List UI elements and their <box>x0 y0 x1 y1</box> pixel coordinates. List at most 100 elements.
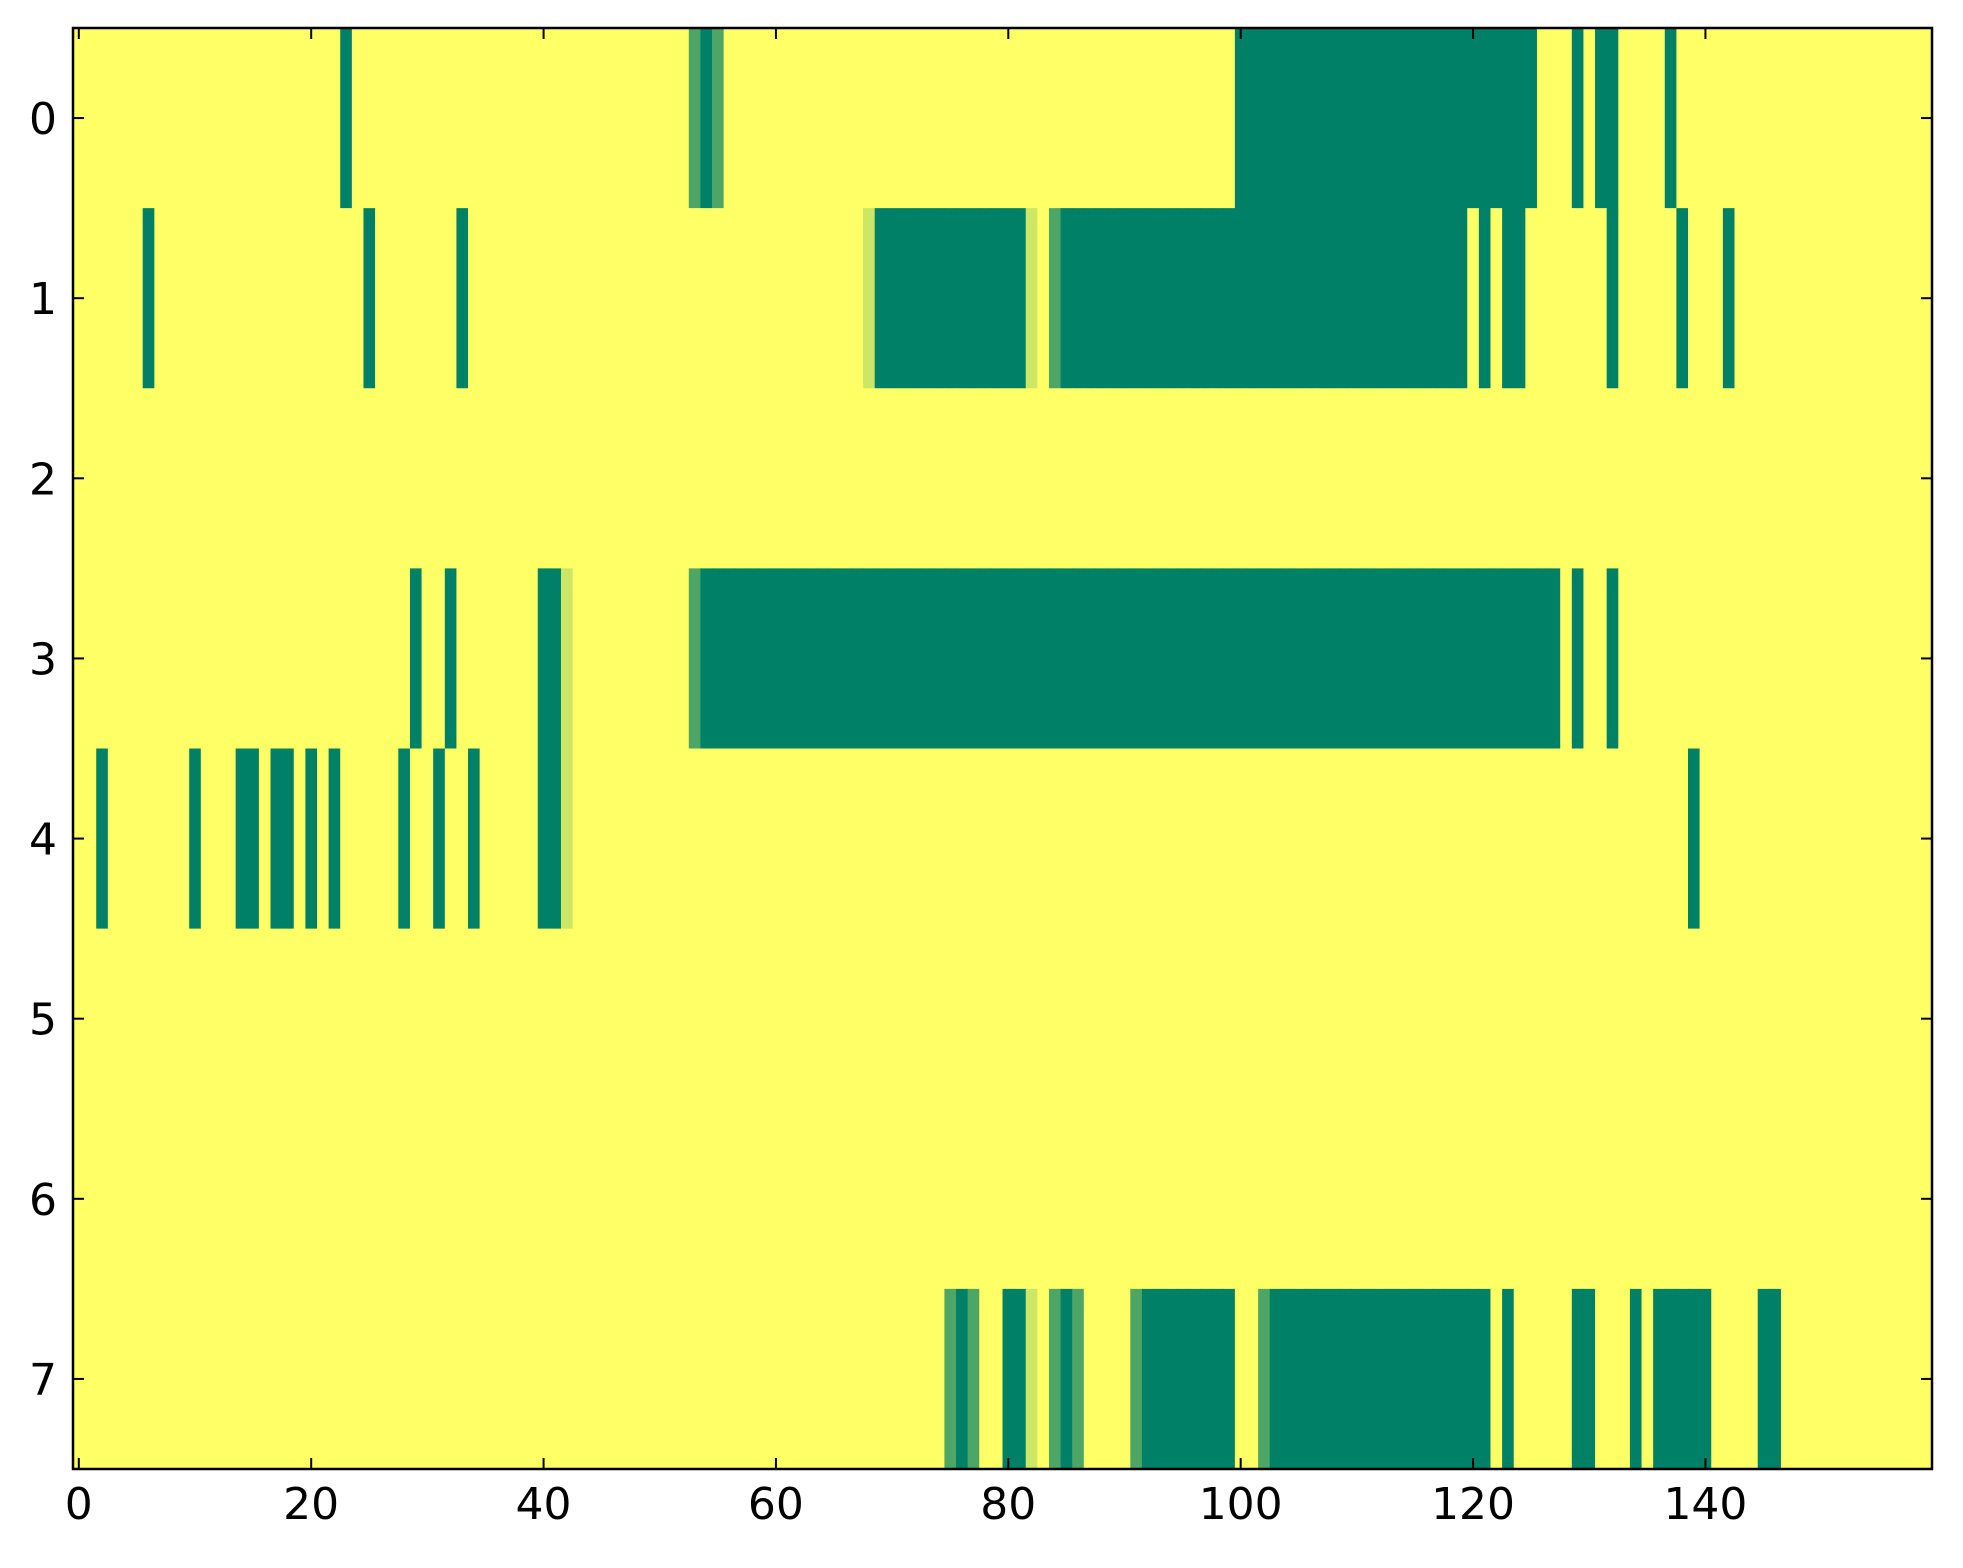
heatmap-cell <box>1513 28 1526 209</box>
heatmap-cell <box>1629 208 1643 389</box>
heatmap-cell <box>1746 928 1759 1110</box>
heatmap-cell <box>247 28 260 209</box>
heatmap-cell <box>1606 1288 1619 1470</box>
heatmap-cell <box>1409 388 1422 569</box>
heatmap-cell <box>1304 1288 1317 1470</box>
heatmap-cell <box>1850 928 1863 1110</box>
heatmap-cell <box>1304 1108 1317 1290</box>
heatmap-cell <box>665 928 678 1110</box>
heatmap-cell <box>351 928 365 1110</box>
heatmap-cell <box>247 928 260 1110</box>
heatmap-cell <box>200 928 214 1110</box>
heatmap-cell <box>1292 928 1306 1110</box>
heatmap-cell <box>293 28 306 209</box>
heatmap-cell <box>1792 1108 1805 1290</box>
heatmap-cell <box>839 28 853 209</box>
heatmap-cell <box>839 388 853 569</box>
heatmap-cell <box>1780 748 1794 930</box>
heatmap-cell <box>700 388 713 569</box>
heatmap-cell <box>1095 748 1108 930</box>
heatmap-cell <box>1560 748 1573 930</box>
y-tick-label: 0 <box>29 94 57 145</box>
heatmap-cell <box>1525 208 1538 389</box>
heatmap-cell <box>1455 1288 1468 1470</box>
heatmap-cell <box>1025 388 1038 569</box>
heatmap-cell <box>119 1108 132 1290</box>
heatmap-cell <box>1130 748 1143 930</box>
heatmap-cell <box>712 208 725 389</box>
heatmap-cell <box>84 28 97 209</box>
heatmap-cell <box>1176 388 1189 569</box>
heatmap-cell <box>444 568 458 750</box>
heatmap-cell <box>1478 28 1492 209</box>
heatmap-cell <box>1664 208 1677 389</box>
heatmap-cell <box>189 388 202 569</box>
heatmap-cell <box>1839 1108 1852 1290</box>
heatmap-cell <box>874 388 887 569</box>
heatmap-cell <box>119 928 132 1110</box>
heatmap-cell <box>1513 568 1526 750</box>
heatmap-cell <box>1432 28 1445 209</box>
heatmap-cell <box>1455 748 1468 930</box>
heatmap-cell <box>921 748 934 930</box>
heatmap-cell <box>781 748 794 930</box>
heatmap-cell <box>688 1288 702 1470</box>
heatmap-cell <box>1281 568 1294 750</box>
heatmap-cell <box>409 28 423 209</box>
heatmap-cell <box>886 208 899 389</box>
heatmap-cell <box>956 388 969 569</box>
heatmap-cell <box>712 28 725 209</box>
heatmap-cell <box>1281 28 1294 209</box>
heatmap-cell <box>746 928 760 1110</box>
heatmap-cell <box>1176 748 1189 930</box>
heatmap-cell <box>1664 388 1677 569</box>
heatmap-cell <box>456 748 469 930</box>
heatmap-cell <box>1002 1288 1015 1470</box>
heatmap-cell <box>770 568 783 750</box>
heatmap-cell <box>1897 568 1910 750</box>
heatmap-cell <box>1014 208 1027 389</box>
heatmap-cell <box>1618 388 1631 569</box>
heatmap-cell <box>502 748 516 930</box>
heatmap-cell <box>1432 208 1445 389</box>
heatmap-cell <box>107 1108 121 1290</box>
heatmap-cell <box>1641 1288 1654 1470</box>
heatmap-cell <box>247 1108 260 1290</box>
heatmap-cell <box>363 28 376 209</box>
heatmap-cell <box>537 568 550 750</box>
heatmap-cell <box>1048 388 1062 569</box>
heatmap-cell <box>1780 28 1794 209</box>
heatmap-cell <box>979 28 992 209</box>
heatmap-cell <box>653 928 667 1110</box>
heatmap-cell <box>630 1108 643 1290</box>
heatmap-cell <box>1571 28 1585 209</box>
heatmap-cell <box>1188 208 1201 389</box>
heatmap-cell <box>212 208 225 389</box>
heatmap-cell <box>1862 568 1875 750</box>
heatmap-cell <box>1362 1108 1375 1290</box>
heatmap-cell <box>1513 748 1526 930</box>
heatmap-cell <box>1385 388 1399 569</box>
heatmap-cell <box>1211 388 1224 569</box>
heatmap-cell <box>1397 388 1410 569</box>
heatmap-cell <box>282 388 295 569</box>
heatmap-cell <box>619 568 632 750</box>
heatmap-cell <box>200 568 214 750</box>
heatmap-cell <box>839 208 853 389</box>
heatmap-cell <box>804 748 818 930</box>
heatmap-cell <box>1130 388 1143 569</box>
heatmap-cell <box>1223 928 1236 1110</box>
heatmap-cell <box>537 28 550 209</box>
heatmap-cell <box>224 568 237 750</box>
heatmap-cell <box>1583 748 1596 930</box>
heatmap-cell <box>1862 1108 1875 1290</box>
heatmap-cell <box>154 1288 167 1470</box>
heatmap-cell <box>409 748 423 930</box>
heatmap-cell <box>1339 568 1352 750</box>
y-tick-label: 4 <box>29 815 57 866</box>
heatmap-cell <box>1141 388 1155 569</box>
heatmap-cell <box>1455 388 1468 569</box>
heatmap-cell <box>1072 748 1085 930</box>
heatmap-cell <box>1037 1108 1050 1290</box>
heatmap-cell <box>979 748 992 930</box>
